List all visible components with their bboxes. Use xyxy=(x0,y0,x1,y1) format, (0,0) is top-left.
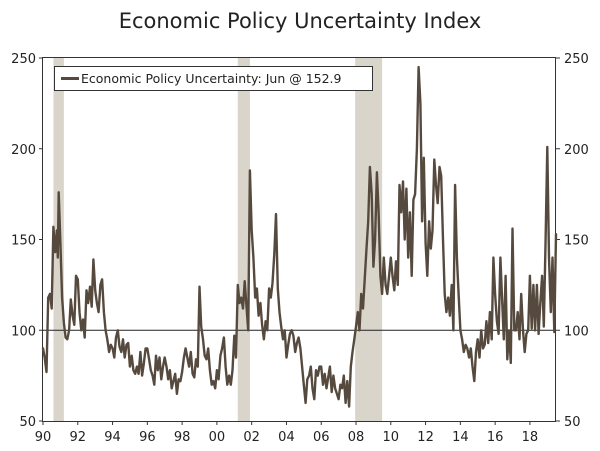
series-line-epu xyxy=(41,65,558,408)
y-tick-label-left-50: 50 xyxy=(19,415,36,430)
x-tick-label-18: 18 xyxy=(522,430,539,445)
x-tick-label-10: 10 xyxy=(383,430,400,445)
y-tick-label-left-200: 200 xyxy=(11,143,36,158)
plot-area-frame xyxy=(42,57,556,422)
x-tick-label-04: 04 xyxy=(278,430,295,445)
chart-title: Economic Policy Uncertainty Index xyxy=(119,9,482,33)
legend: Economic Policy Uncertainty: Jun @ 152.9 xyxy=(54,66,373,91)
y-tick-label-right-200: 200 xyxy=(564,143,589,158)
y-tick-label-left-150: 150 xyxy=(11,234,36,249)
x-tick-label-92: 92 xyxy=(70,430,87,445)
x-axis: 90 92 94 96 98 00 02 04 06 08 10 12 14 16 18 xyxy=(35,421,538,445)
y-tick-label-left-100: 100 xyxy=(11,324,36,339)
y-tick-label-right-100: 100 xyxy=(564,324,589,339)
x-tick-label-00: 00 xyxy=(209,430,226,445)
y-tick-label-right-50: 50 xyxy=(564,415,581,430)
x-tick-label-06: 06 xyxy=(313,430,330,445)
y-tick-label-left-250: 250 xyxy=(11,52,36,67)
x-tick-label-90: 90 xyxy=(35,430,52,445)
y-axis-left: 50 100 150 200 250 xyxy=(11,52,43,430)
x-tick-label-96: 96 xyxy=(139,430,156,445)
y-tick-label-right-150: 150 xyxy=(564,234,589,249)
x-tick-label-14: 14 xyxy=(452,430,469,445)
x-tick-label-12: 12 xyxy=(417,430,434,445)
x-tick-label-94: 94 xyxy=(104,430,121,445)
x-tick-label-98: 98 xyxy=(174,430,191,445)
y-tick-label-right-250: 250 xyxy=(564,52,589,67)
recession-shading xyxy=(53,58,383,421)
x-tick-label-02: 02 xyxy=(243,430,260,445)
legend-box xyxy=(54,66,373,91)
x-tick-label-16: 16 xyxy=(487,430,504,445)
y-axis-right: 50 100 150 200 250 xyxy=(556,52,589,430)
legend-label: Economic Policy Uncertainty: Jun @ 152.9 xyxy=(81,71,342,86)
recession-band-3 xyxy=(355,58,383,421)
x-tick-label-08: 08 xyxy=(348,430,365,445)
